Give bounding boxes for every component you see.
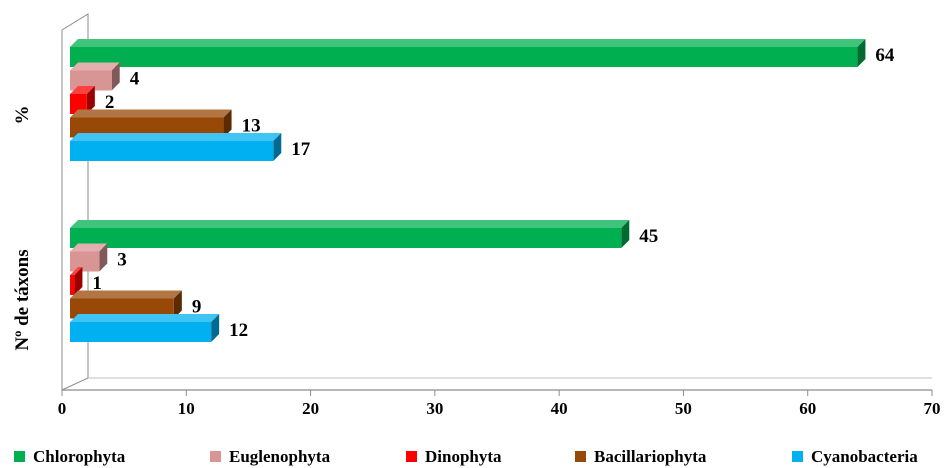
bar-cyanobacteria-0 bbox=[70, 314, 220, 342]
bar-euglenophyta-0 bbox=[70, 243, 108, 272]
data-labels-layer: 45 31 9 12 64 42 13 17 bbox=[92, 45, 895, 341]
bars-layer bbox=[70, 39, 866, 342]
legend-label: Euglenophyta bbox=[229, 447, 331, 466]
category-label: Nº de táxons bbox=[12, 249, 33, 350]
legend-item-dinophyta: Dinophyta bbox=[406, 447, 502, 466]
data-label: 64 bbox=[875, 45, 895, 66]
bar-cyanobacteria-1 bbox=[70, 133, 282, 161]
legend-swatch bbox=[14, 451, 25, 462]
legend-item-bacillariophyta: Bacillariophyta bbox=[575, 447, 707, 466]
x-tick-label: 0 bbox=[58, 399, 67, 418]
legend-swatch bbox=[575, 451, 586, 462]
data-label: 12 bbox=[229, 320, 248, 341]
data-label: 4 bbox=[130, 69, 140, 90]
legend: Chlorophyta Euglenophyta Dinophyta Bacillar… bbox=[14, 447, 918, 466]
legend-swatch bbox=[792, 451, 803, 462]
legend-label: Dinophyta bbox=[425, 447, 502, 466]
bar-chlorophyta-0 bbox=[70, 220, 630, 248]
category-axis: Nº de táxons% bbox=[12, 106, 33, 351]
legend-label: Bacillariophyta bbox=[594, 447, 707, 466]
legend-item-cyanobacteria: Cyanobacteria bbox=[792, 447, 918, 466]
legend-label: Cyanobacteria bbox=[811, 447, 918, 466]
x-tick-label: 20 bbox=[302, 399, 319, 418]
bar-chlorophyta-1 bbox=[70, 39, 866, 67]
bar-bacillariophyta-1 bbox=[70, 109, 232, 138]
x-tick-label: 70 bbox=[924, 399, 941, 418]
bar-bacillariophyta-0 bbox=[70, 290, 182, 319]
x-tick-label: 30 bbox=[426, 399, 443, 418]
bar-dinophyta-0 bbox=[70, 267, 83, 295]
category-label: % bbox=[12, 106, 33, 125]
data-label: 2 bbox=[105, 92, 115, 113]
x-tick-label: 40 bbox=[551, 399, 568, 418]
legend-swatch bbox=[210, 451, 221, 462]
chart-back-wall bbox=[61, 13, 932, 391]
bar-euglenophyta-1 bbox=[70, 62, 120, 91]
legend-swatch bbox=[406, 451, 417, 462]
legend-item-chlorophyta: Chlorophyta bbox=[14, 447, 126, 466]
x-tick-label: 50 bbox=[675, 399, 692, 418]
legend-item-euglenophyta: Euglenophyta bbox=[210, 447, 331, 466]
data-label: 9 bbox=[192, 297, 202, 318]
data-label: 45 bbox=[639, 226, 658, 247]
side-wall bbox=[61, 13, 89, 391]
x-tick-label: 60 bbox=[799, 399, 816, 418]
bar-dinophyta-1 bbox=[70, 86, 95, 114]
x-tick-label: 10 bbox=[178, 399, 195, 418]
x-axis: 0 10 20 30 40 50 60 70 bbox=[58, 389, 941, 418]
data-label: 3 bbox=[117, 250, 127, 271]
data-label: 1 bbox=[92, 273, 102, 294]
data-label: 17 bbox=[291, 139, 311, 160]
legend-label: Chlorophyta bbox=[33, 447, 126, 466]
data-label: 13 bbox=[242, 116, 261, 137]
